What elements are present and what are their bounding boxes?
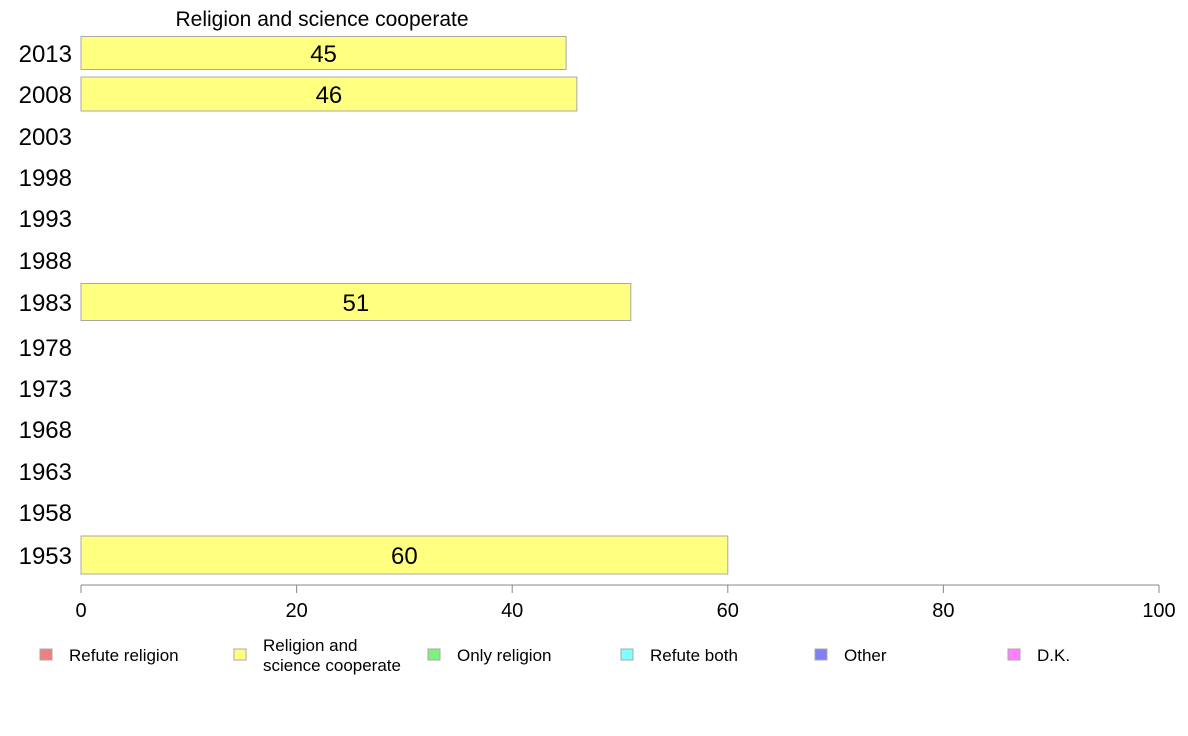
- legend-label: D.K.: [1037, 646, 1070, 665]
- legend-swatch: [39, 648, 53, 661]
- legend-swatch: [427, 648, 441, 661]
- legend-swatch: [620, 648, 634, 661]
- x-axis: 0 20 40 60 80 100: [75, 584, 1176, 622]
- year-label-1978: 1978: [19, 335, 72, 362]
- bar-value-label-1983: 51: [343, 290, 370, 317]
- legend-label: Refute both: [650, 646, 738, 665]
- legend-swatch: [1007, 648, 1021, 661]
- year-label-1963: 1963: [19, 459, 72, 486]
- year-label-1973: 1973: [19, 376, 72, 403]
- legend-label: Religion and: [263, 636, 358, 655]
- bar-value-label-1953: 60: [391, 543, 418, 570]
- year-label-1968: 1968: [19, 417, 72, 444]
- legend-label: Other: [844, 646, 887, 665]
- y-axis-labels: 2013 2008 2003 1998 1993 1988 1983 1978 1973 1968…: [19, 41, 72, 570]
- bar-1953: [80, 535, 729, 575]
- bar-2008: [80, 76, 578, 112]
- bar-1983: [80, 283, 632, 321]
- x-tick-label-40: 40: [501, 600, 523, 622]
- year-label-2013: 2013: [19, 41, 72, 68]
- year-label-1988: 1988: [19, 248, 72, 275]
- bar-2013: [80, 36, 567, 70]
- year-label-1998: 1998: [19, 165, 72, 192]
- x-tick-label-60: 60: [717, 600, 739, 622]
- bar-value-label-2008: 46: [316, 82, 343, 109]
- legend-swatch: [814, 648, 828, 661]
- year-label-1953: 1953: [19, 543, 72, 570]
- bar-value-label-2013: 45: [310, 41, 337, 68]
- x-tick-label-20: 20: [285, 600, 307, 622]
- year-label-1983: 1983: [19, 290, 72, 317]
- chart-title: Religion and science cooperate: [175, 8, 468, 31]
- year-label-1958: 1958: [19, 500, 72, 527]
- year-label-1993: 1993: [19, 206, 72, 233]
- legend-swatch: [233, 648, 247, 661]
- legend-label: Refute religion: [69, 646, 179, 665]
- bars-layer: 45 46 51 60: [80, 36, 729, 575]
- legend-label: Only religion: [457, 646, 552, 665]
- x-tick-label-0: 0: [75, 600, 86, 622]
- year-label-2008: 2008: [19, 82, 72, 109]
- legend-label: science cooperate: [263, 656, 401, 675]
- x-tick-label-80: 80: [932, 600, 954, 622]
- x-tick-label-100: 100: [1142, 600, 1175, 622]
- year-label-2003: 2003: [19, 124, 72, 151]
